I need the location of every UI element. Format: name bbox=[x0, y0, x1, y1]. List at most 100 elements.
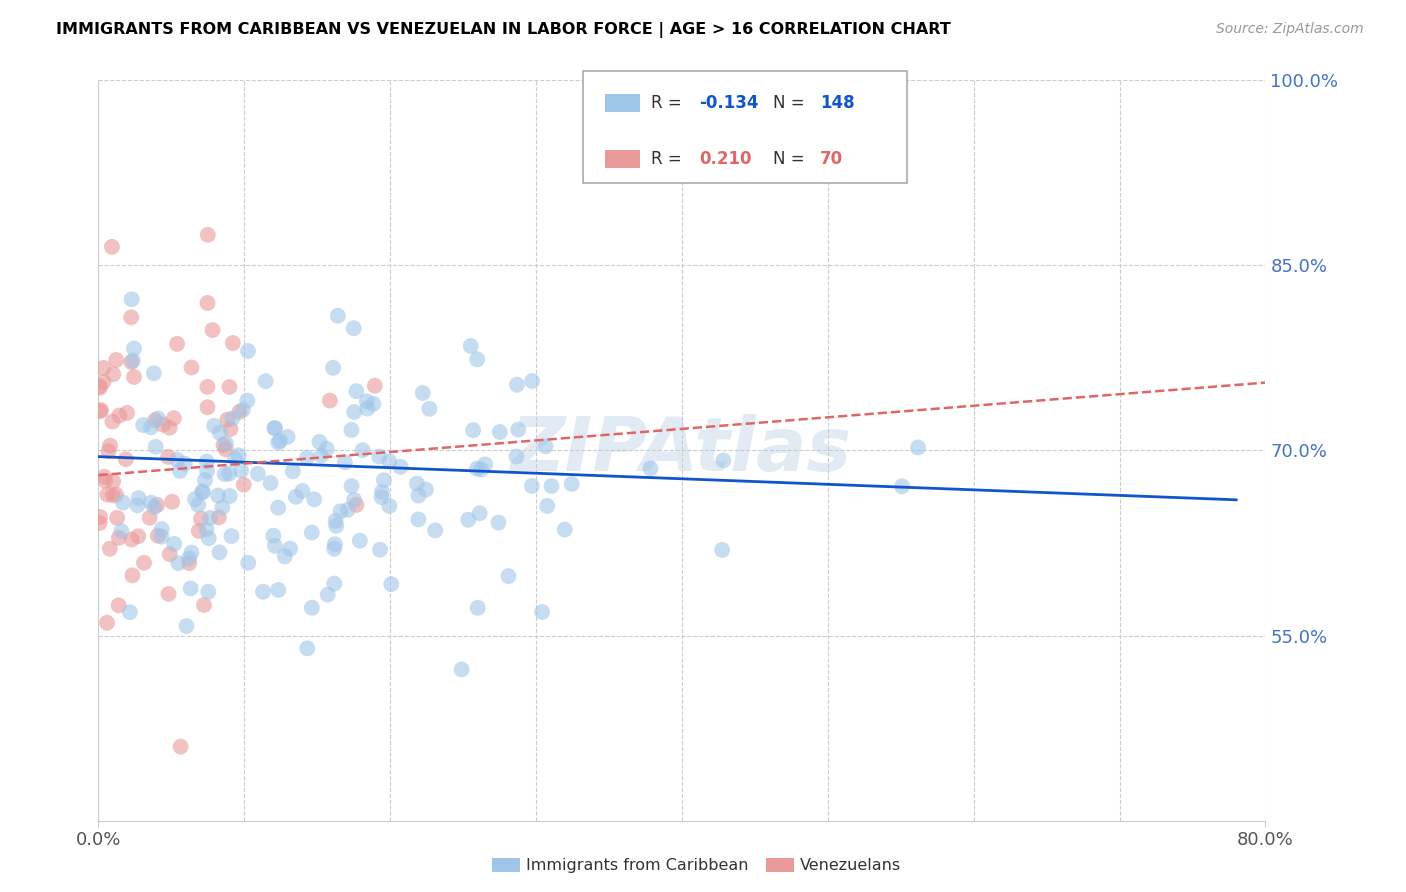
Point bbox=[159, 547, 181, 561]
Point bbox=[176, 619, 198, 633]
Point bbox=[378, 454, 401, 468]
Point bbox=[536, 499, 558, 513]
Point bbox=[236, 393, 259, 408]
Point bbox=[315, 442, 337, 456]
Point bbox=[121, 293, 143, 307]
Point bbox=[180, 360, 202, 375]
Point bbox=[145, 440, 167, 454]
Point bbox=[120, 310, 142, 325]
Point bbox=[412, 386, 434, 401]
Point bbox=[468, 506, 491, 520]
Point bbox=[295, 450, 318, 465]
Point bbox=[173, 457, 195, 471]
Point bbox=[103, 367, 125, 381]
Point bbox=[159, 421, 181, 435]
Point bbox=[340, 423, 363, 437]
Point bbox=[371, 485, 394, 500]
Point bbox=[311, 449, 333, 463]
Point bbox=[269, 434, 291, 448]
Point bbox=[191, 484, 214, 499]
Text: R =: R = bbox=[651, 150, 688, 168]
Point bbox=[198, 511, 221, 525]
Point bbox=[195, 522, 218, 536]
Point bbox=[323, 576, 346, 591]
Point bbox=[108, 531, 131, 545]
Point bbox=[450, 663, 472, 677]
Point bbox=[169, 464, 191, 478]
Point bbox=[197, 380, 219, 394]
Point bbox=[146, 529, 169, 543]
Point bbox=[215, 436, 238, 450]
Point bbox=[343, 405, 366, 419]
Point bbox=[93, 360, 115, 375]
Point bbox=[228, 448, 250, 462]
Point bbox=[408, 489, 430, 503]
Point bbox=[177, 551, 200, 566]
Point bbox=[191, 485, 214, 500]
Point bbox=[215, 442, 238, 457]
Point bbox=[167, 556, 190, 570]
Point bbox=[195, 464, 218, 478]
Text: IMMIGRANTS FROM CARIBBEAN VS VENEZUELAN IN LABOR FORCE | AGE > 16 CORRELATION CH: IMMIGRANTS FROM CARIBBEAN VS VENEZUELAN … bbox=[56, 22, 950, 38]
Point bbox=[373, 473, 395, 487]
Point bbox=[143, 500, 166, 515]
Point bbox=[201, 323, 224, 337]
Point bbox=[163, 411, 186, 425]
Point bbox=[281, 464, 304, 478]
Point bbox=[107, 599, 129, 613]
Point bbox=[197, 227, 219, 242]
Point bbox=[187, 498, 209, 512]
Point bbox=[274, 549, 297, 564]
Point bbox=[127, 529, 149, 543]
Point bbox=[141, 495, 163, 509]
Text: Immigrants from Caribbean: Immigrants from Caribbean bbox=[526, 858, 748, 872]
Point bbox=[219, 422, 242, 436]
Point bbox=[301, 525, 323, 540]
Point bbox=[224, 451, 246, 466]
Point bbox=[169, 739, 191, 754]
Point bbox=[460, 339, 482, 353]
Point bbox=[520, 374, 543, 388]
Point bbox=[364, 378, 387, 392]
Point bbox=[262, 529, 284, 543]
Point bbox=[187, 524, 209, 538]
Point bbox=[218, 467, 240, 481]
Point bbox=[291, 483, 314, 498]
Point bbox=[93, 375, 115, 389]
Point bbox=[101, 488, 124, 502]
Point bbox=[329, 504, 352, 518]
Point bbox=[142, 366, 165, 380]
Point bbox=[127, 499, 149, 513]
Point bbox=[132, 418, 155, 433]
Point bbox=[488, 516, 510, 530]
Point bbox=[89, 404, 111, 418]
Point bbox=[322, 360, 344, 375]
Point bbox=[252, 584, 274, 599]
Point bbox=[197, 584, 219, 599]
Point bbox=[554, 523, 576, 537]
Point bbox=[101, 475, 124, 489]
Point bbox=[89, 510, 111, 524]
Point bbox=[217, 413, 239, 427]
Point bbox=[246, 467, 269, 481]
Point bbox=[711, 453, 734, 467]
Point bbox=[208, 425, 231, 440]
Point bbox=[470, 462, 492, 476]
Point bbox=[465, 352, 488, 367]
Point bbox=[505, 450, 527, 464]
Point bbox=[93, 469, 115, 483]
Point bbox=[301, 600, 323, 615]
Point bbox=[319, 393, 342, 408]
Point bbox=[277, 430, 299, 444]
Point bbox=[152, 417, 174, 432]
Text: 70: 70 bbox=[820, 150, 842, 168]
Point bbox=[259, 475, 281, 490]
Point bbox=[97, 444, 120, 458]
Point bbox=[193, 598, 215, 612]
Point bbox=[534, 439, 557, 453]
Point bbox=[408, 512, 430, 526]
Text: 148: 148 bbox=[820, 94, 855, 112]
Point bbox=[540, 479, 562, 493]
Point bbox=[89, 379, 111, 393]
Point bbox=[267, 500, 290, 515]
